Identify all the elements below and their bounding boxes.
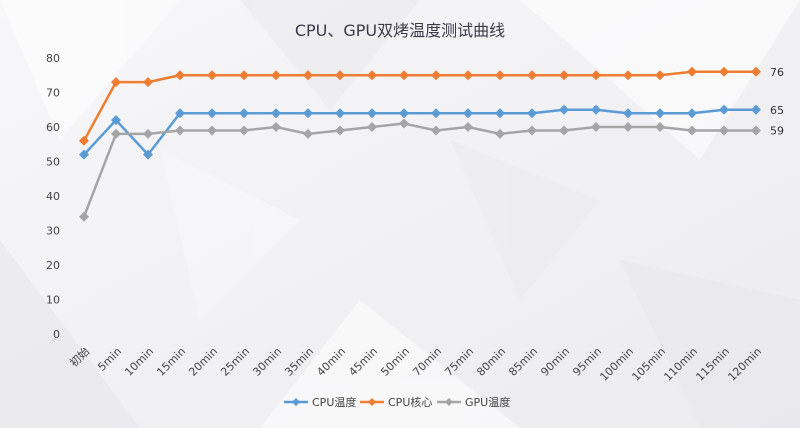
- data-point: [239, 108, 249, 119]
- data-point: [527, 70, 537, 81]
- data-point: [271, 70, 281, 81]
- y-tick-label: 50: [46, 156, 60, 169]
- data-point: [431, 125, 441, 136]
- data-point: [335, 108, 345, 119]
- legend: CPU温度 CPU核心 GPU温度: [284, 395, 510, 409]
- chart-title: CPU、GPU双烤温度测试曲线: [295, 21, 505, 40]
- end-label-3: 59: [770, 124, 784, 137]
- series-line-2: [82, 70, 756, 142]
- data-point: [527, 125, 537, 136]
- data-point: [655, 108, 665, 119]
- data-point: [239, 70, 249, 81]
- data-point: [687, 125, 697, 136]
- end-label-1: 65: [770, 104, 784, 117]
- data-point: [111, 77, 121, 88]
- legend-label-2: CPU核心: [388, 395, 432, 409]
- data-point: [463, 108, 473, 119]
- data-point: [367, 70, 377, 81]
- data-point: [79, 149, 89, 160]
- data-point: [143, 128, 153, 139]
- data-point: [367, 122, 377, 132]
- data-point: [623, 70, 633, 81]
- data-point: [687, 108, 697, 119]
- data-point: [207, 108, 217, 119]
- y-tick-label: 20: [46, 259, 60, 272]
- data-point: [751, 125, 761, 136]
- y-tick-label: 0: [53, 328, 60, 341]
- data-point: [559, 125, 569, 136]
- data-point: [559, 70, 569, 81]
- legend-marker-3: [445, 398, 453, 406]
- data-point: [719, 66, 729, 77]
- data-point: [79, 211, 89, 222]
- data-point: [495, 128, 505, 139]
- data-point: [591, 122, 601, 132]
- y-tick-label: 70: [46, 87, 60, 100]
- y-tick-label: 10: [46, 294, 60, 307]
- data-point: [591, 70, 601, 81]
- data-point: [335, 125, 345, 136]
- series-line-3: [82, 122, 756, 218]
- series-line-1: [83, 108, 756, 156]
- data-point: [399, 118, 409, 129]
- data-point: [623, 122, 633, 132]
- data-point: [79, 135, 89, 146]
- data-point: [175, 108, 185, 119]
- end-labels: 65 76 59: [770, 66, 784, 138]
- data-point: [687, 66, 697, 77]
- series-layer: [79, 66, 761, 222]
- y-tick-label: 60: [46, 121, 60, 134]
- data-point: [111, 128, 121, 139]
- data-point: [623, 108, 633, 119]
- data-point: [239, 125, 249, 136]
- data-point: [143, 77, 153, 88]
- data-point: [271, 108, 281, 119]
- data-point: [111, 115, 121, 126]
- y-tick-label: 40: [46, 190, 60, 203]
- end-label-2: 76: [770, 66, 784, 79]
- data-point: [143, 149, 153, 160]
- legend-marker-2: [368, 398, 376, 406]
- data-point: [431, 70, 441, 81]
- data-point: [399, 108, 409, 119]
- y-axis-ticks: 0 10 20 30 40 50 60 70 80: [46, 52, 60, 341]
- data-point: [207, 70, 217, 81]
- data-point: [207, 125, 217, 136]
- data-point: [431, 108, 441, 119]
- data-point: [271, 122, 281, 132]
- y-tick-label: 80: [46, 52, 60, 65]
- data-point: [495, 70, 505, 81]
- legend-label-3: GPU温度: [465, 395, 510, 409]
- data-point: [303, 108, 313, 119]
- data-point: [175, 125, 185, 136]
- legend-marker-1: [292, 398, 300, 406]
- data-point: [463, 70, 473, 81]
- data-point: [655, 70, 665, 81]
- data-point: [527, 108, 537, 119]
- data-point: [751, 66, 761, 77]
- data-point: [751, 104, 761, 115]
- data-point: [559, 104, 569, 115]
- data-point: [367, 108, 377, 119]
- data-point: [463, 122, 473, 132]
- data-point: [719, 125, 729, 136]
- data-point: [495, 108, 505, 119]
- data-point: [303, 70, 313, 81]
- data-point: [655, 122, 665, 132]
- data-point: [335, 70, 345, 81]
- y-tick-label: 30: [46, 225, 60, 238]
- data-point: [175, 70, 185, 81]
- data-point: [719, 104, 729, 115]
- data-point: [591, 104, 601, 115]
- legend-label-1: CPU温度: [312, 395, 356, 409]
- data-point: [399, 70, 409, 81]
- data-point: [303, 128, 313, 139]
